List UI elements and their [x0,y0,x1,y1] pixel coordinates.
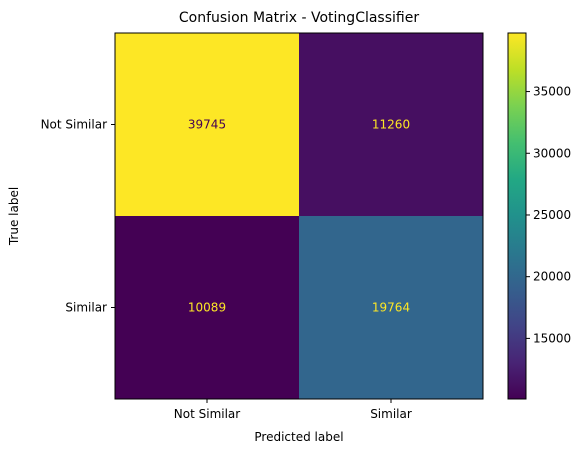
plot-frame [114,32,484,400]
x-axis-label: Predicted label [254,430,343,444]
cell-value-label: 11260 [372,118,410,132]
colorbar-ticks: 15000 20000 25000 30000 35000 [526,85,571,345]
y-axis-ticks: Not Similar Similar [41,118,115,315]
colorbar-tick-label: 35000 [533,85,571,99]
heatmap-cell [299,216,483,399]
colorbar-tick-label: 30000 [533,146,571,160]
heatmap-cells [115,33,483,399]
x-tick-label: Not Similar [174,407,241,421]
chart-title: Confusion Matrix - VotingClassifier [179,10,419,26]
heatmap-cell [115,216,299,399]
cell-value-label: 10089 [188,301,226,315]
heatmap-cell [115,33,299,216]
x-tick-label: Similar [370,407,412,421]
y-tick-label: Similar [65,301,107,315]
heatmap-cell [299,33,483,216]
y-tick-label: Not Similar [41,118,108,132]
x-axis-ticks: Not Similar Similar [174,399,412,421]
cell-value-labels: 39745 11260 10089 19764 [188,118,410,315]
cell-value-label: 19764 [372,301,410,315]
cell-value-label: 39745 [188,118,226,132]
colorbar-tick-label: 15000 [533,331,571,345]
colorbar-tick-label: 25000 [533,208,571,222]
colorbar [507,32,527,400]
y-axis-label: True label [7,187,21,246]
colorbar-tick-label: 20000 [533,270,571,284]
